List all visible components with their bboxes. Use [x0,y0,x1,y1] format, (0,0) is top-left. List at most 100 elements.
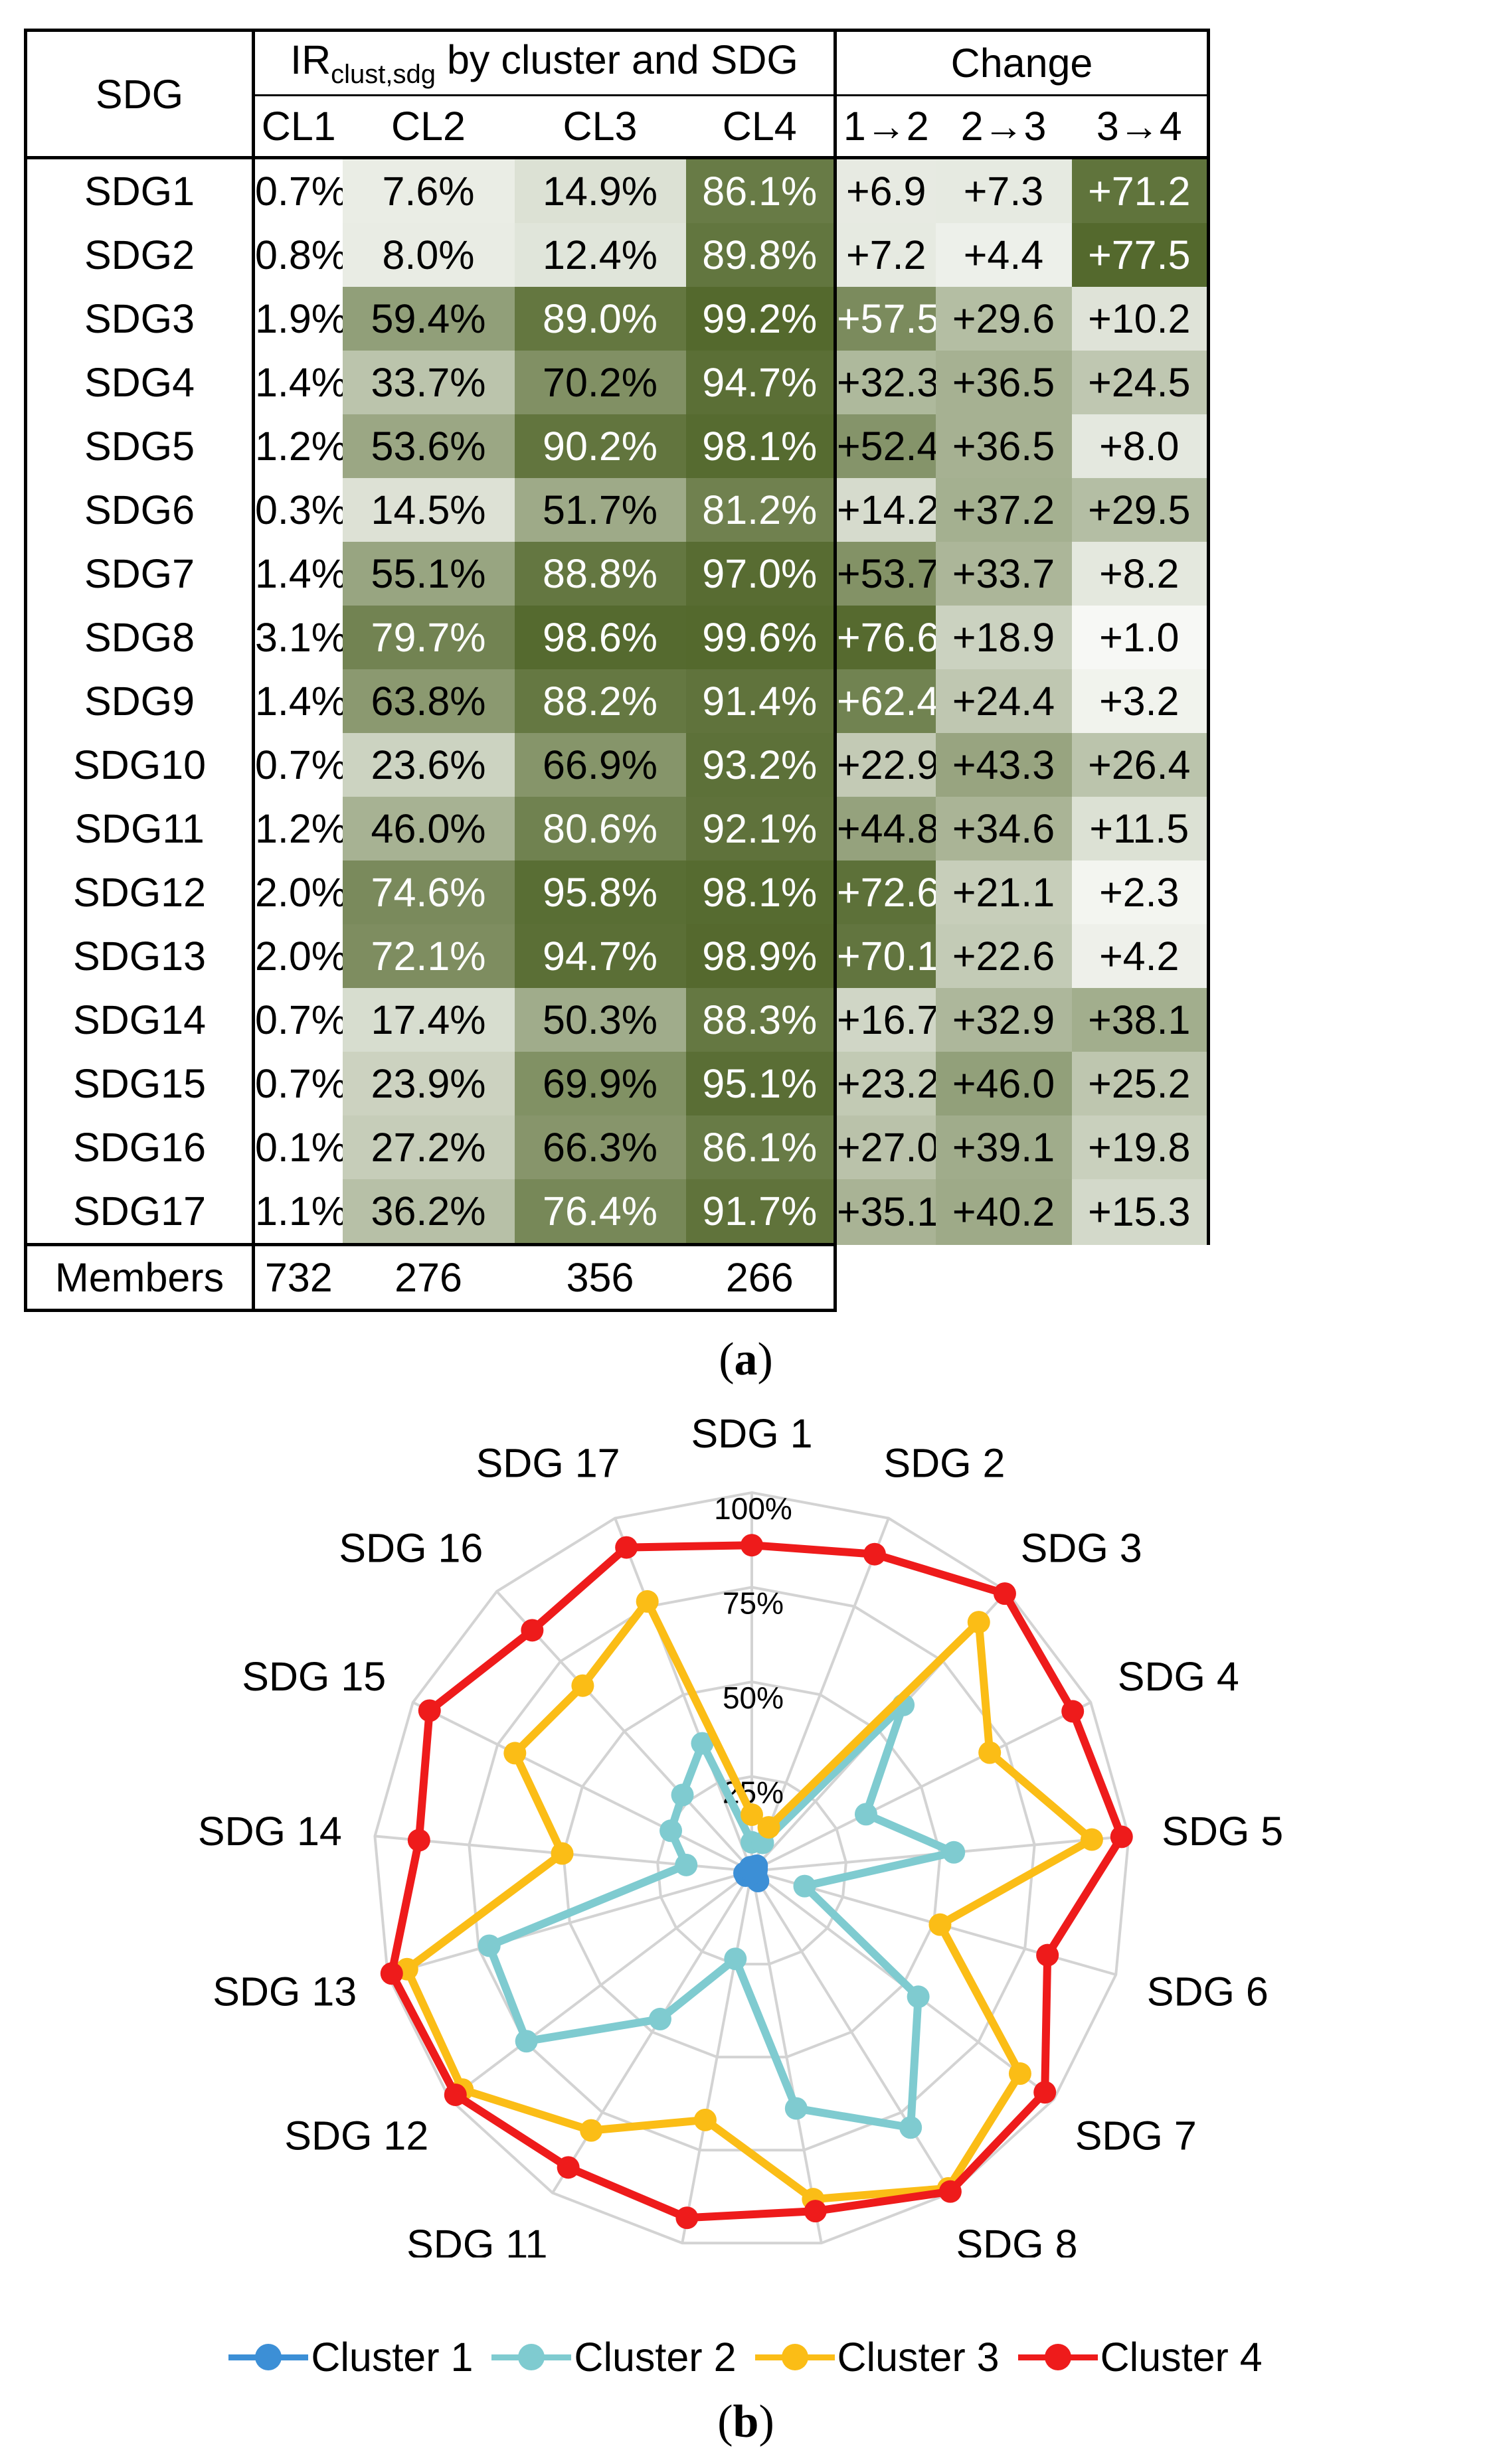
change-cell: +4.2 [1071,924,1211,988]
grid-spoke [614,1517,753,1872]
data-point [659,1819,683,1843]
category-label: SDG 14 [198,1809,342,1854]
change-cell: +36.5 [935,351,1072,414]
change-cell: +29.6 [935,287,1072,351]
axis-tick-label: 100% [714,1491,792,1526]
table-row: SDG11 1.2% 46.0% 80.6% 92.1% +44.8 +34.6 +11.5 [24,797,1211,861]
data-point [793,1874,816,1898]
change-cell: +3.2 [1071,669,1211,733]
data-point [580,2119,603,2142]
data-point [724,1947,747,1971]
table-row: SDG4 1.4% 33.7% 70.2% 94.7% +32.3 +36.5 +24.5 [24,351,1211,414]
series-line [402,1597,1096,2204]
change-cell: +72.6 [835,861,936,924]
ir-cell: 2.0% [255,934,343,979]
ir-cell: 7.6% [342,157,515,223]
change-cell: +70.1 [835,924,936,988]
data-point [675,2206,699,2230]
change-cell: +27.0 [835,1115,936,1179]
change-cell: +14.2 [835,478,936,542]
ir-cell: 36.2% [342,1179,515,1245]
data-point [571,1674,594,1697]
data-point [854,1803,877,1826]
change-cell: +77.5 [1071,223,1211,287]
data-point [784,2097,808,2120]
grid-spoke [750,1517,890,1872]
table-row: SDG8 3.1% 79.7% 98.6% 99.6% +76.6 +18.9 +1.0 [24,606,1211,669]
category-label: SDG 2 [883,1441,1005,1486]
ir-cell: 70.2% [514,351,686,414]
panel-label-a: (a) [719,1334,773,1385]
ir-cell: 98.1% [685,414,837,478]
change-cell: +21.1 [935,861,1072,924]
data-point [636,1590,659,1613]
row-label: SDG8 [24,606,255,669]
data-point [671,1783,694,1807]
ir-header: IRclust,sdg by cluster and SDG [253,29,837,96]
grid-spoke [750,1870,952,2194]
members-label: Members [24,1243,255,1312]
category-label: SDG 3 [1021,1525,1142,1570]
members-value: 356 [514,1243,686,1312]
ir-cell: 23.9% [342,1052,515,1115]
ir-cell: 98.9% [685,924,837,988]
cluster-col-header: CL2 [342,95,515,159]
legend: Cluster 1 Cluster 2 Cluster 3 Cluster 4 [0,2331,1491,2384]
change-cell: +19.8 [1071,1115,1211,1179]
ir-cell: 8.0% [342,223,515,287]
ir-cell: 23.6% [342,733,515,797]
row-label: SDG1 [24,157,255,223]
ir-cell: 0.7% [255,1061,343,1106]
category-label: SDG 17 [476,1441,620,1486]
legend-label: Cluster 1 [311,2335,474,2380]
row-label: SDG7 [24,542,255,606]
category-label: SDG 11 [406,2222,547,2258]
data-point [503,1742,527,1765]
data-point [557,2156,580,2179]
change-cell: +39.1 [935,1115,1072,1179]
data-point [967,1611,990,1634]
change-cell: +44.8 [835,797,936,861]
legend-swatch [228,2344,309,2370]
data-point [993,1582,1016,1605]
change-cell: +57.5 [835,287,936,351]
ir-cell: 53.6% [342,414,515,478]
legend-swatch [491,2344,572,2370]
table-row: SDG2 0.8% 8.0% 12.4% 89.8% +7.2 +4.4 +77.5 [24,223,1211,287]
change-cell: +2.3 [1071,861,1211,924]
ir-cell: 95.8% [514,861,686,924]
row-label: SDG11 [24,797,255,861]
ir-cell: 86.1% [685,157,837,223]
ir-cell: 1.2% [255,806,343,851]
change-cell: +4.4 [935,223,1072,287]
ir-cell: 99.2% [685,287,837,351]
ir-cell: 94.7% [685,351,837,414]
table-row: SDG10 0.7% 23.6% 66.9% 93.2% +22.9 +43.3 +26.4 [24,733,1211,797]
data-point [978,1741,1002,1764]
data-point [444,2083,467,2106]
change-cell: +24.5 [1071,351,1211,414]
ir-cell: 59.4% [342,287,515,351]
data-point [804,2200,827,2223]
change-cell: +10.2 [1071,287,1211,351]
ir-cell: 1.4% [255,551,343,596]
ir-cell: 91.7% [685,1179,837,1245]
legend-swatch [1017,2344,1098,2370]
ir-cell: 1.4% [255,360,343,405]
table-row: SDG17 1.1% 36.2% 76.4% 91.7% +35.1 +40.2 +15.3 [24,1179,1211,1245]
legend-label: Cluster 3 [837,2335,1000,2380]
ir-cell: 0.1% [255,1125,343,1170]
change-cell: +22.9 [835,733,936,797]
change-cell: +24.4 [935,669,1072,733]
data-point [863,1542,886,1566]
data-point [691,1732,714,1755]
change-cell: +1.0 [1071,606,1211,669]
ir-cell: 76.4% [514,1179,686,1245]
change-cell: +35.1 [835,1179,936,1245]
table-row: SDG5 1.2% 53.6% 90.2% 98.1% +52.4 +36.5 +8.0 [24,414,1211,478]
change-cell: +18.9 [935,606,1072,669]
table-row: SDG16 0.1% 27.2% 66.3% 86.1% +27.0 +39.1 +19.8 [24,1115,1211,1179]
category-label: SDG 8 [956,2222,1077,2258]
legend-item: Cluster 2 [491,2334,737,2380]
ir-cell: 89.0% [514,287,686,351]
